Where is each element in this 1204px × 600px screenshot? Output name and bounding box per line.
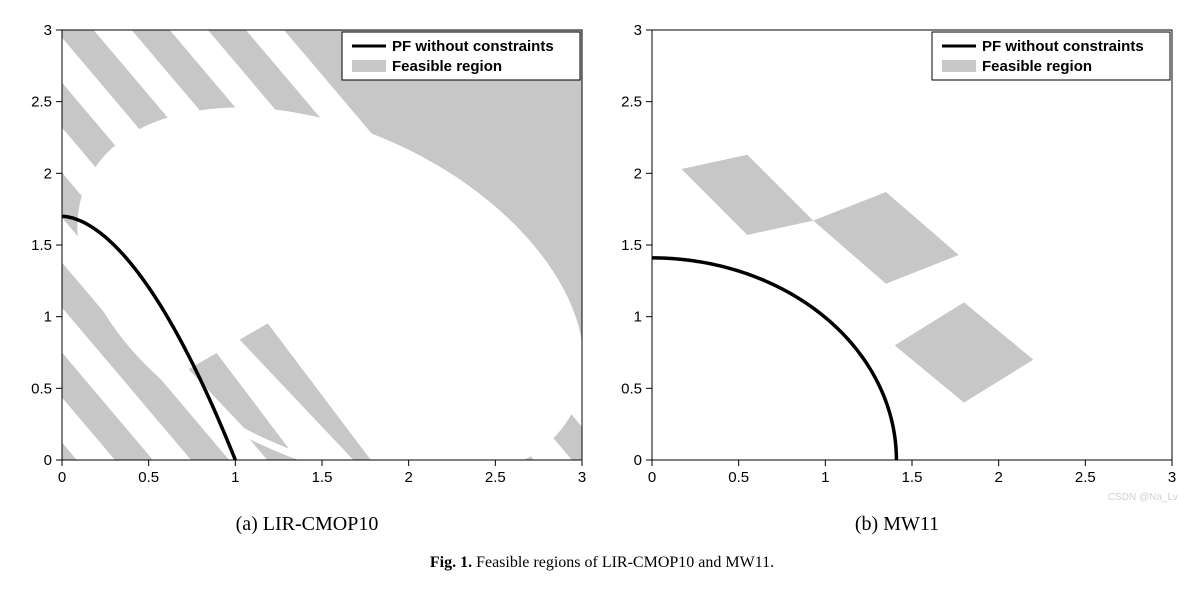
panel-b: 0 0.5 1 1.5 2 2.5 3 0 0.5 1 1.5 2 2.5 3 PF without con… (612, 20, 1182, 536)
panel-a-subcaption: (a) LIR-CMOP10 (236, 513, 379, 536)
svg-text:0.5: 0.5 (31, 380, 52, 397)
svg-text:2: 2 (404, 469, 412, 486)
svg-text:2.5: 2.5 (1075, 469, 1096, 486)
svg-text:1.5: 1.5 (621, 237, 642, 254)
svg-text:1: 1 (231, 469, 239, 486)
svg-text:3: 3 (578, 469, 586, 486)
panel-b-plot: 0 0.5 1 1.5 2 2.5 3 0 0.5 1 1.5 2 2.5 3 PF without con… (612, 20, 1182, 505)
svg-text:1.5: 1.5 (312, 469, 333, 486)
panel-b-subcaption: (b) MW11 (855, 513, 939, 536)
svg-text:Feasible region: Feasible region (392, 58, 502, 75)
svg-text:1: 1 (821, 469, 829, 486)
svg-text:1: 1 (44, 309, 52, 326)
panel-a-svg: 0 0.5 1 1.5 2 2.5 3 0 0.5 1 1.5 2 2.5 3 PF without con… (22, 20, 592, 500)
svg-text:0: 0 (634, 452, 642, 469)
panel-b-svg: 0 0.5 1 1.5 2 2.5 3 0 0.5 1 1.5 2 2.5 3 PF without con… (612, 20, 1182, 500)
svg-text:2.5: 2.5 (485, 469, 506, 486)
figure-1: 0 0.5 1 1.5 2 2.5 3 0 0.5 1 1.5 2 2.5 3 PF without con… (20, 20, 1184, 572)
figure-caption-rest: Feasible regions of LIR-CMOP10 and MW11. (472, 554, 774, 571)
svg-text:0.5: 0.5 (621, 380, 642, 397)
svg-text:0: 0 (44, 452, 52, 469)
figure-caption: Fig. 1. Feasible regions of LIR-CMOP10 a… (20, 554, 1184, 572)
svg-text:3: 3 (1168, 469, 1176, 486)
svg-text:3: 3 (634, 22, 642, 39)
svg-text:Feasible region: Feasible region (982, 58, 1092, 75)
watermark: CSDN @Na_Lv (1108, 492, 1178, 503)
svg-text:3: 3 (44, 22, 52, 39)
panel-a-plot: 0 0.5 1 1.5 2 2.5 3 0 0.5 1 1.5 2 2.5 3 PF without con… (22, 20, 592, 505)
svg-text:2.5: 2.5 (621, 94, 642, 111)
svg-text:PF without constraints: PF without constraints (982, 38, 1144, 55)
svg-text:1.5: 1.5 (902, 469, 923, 486)
svg-text:1: 1 (634, 309, 642, 326)
svg-text:0: 0 (58, 469, 66, 486)
figure-caption-bold: Fig. 1. (430, 554, 472, 571)
svg-text:0.5: 0.5 (728, 469, 749, 486)
svg-text:0: 0 (648, 469, 656, 486)
svg-text:2.5: 2.5 (31, 94, 52, 111)
svg-text:1.5: 1.5 (31, 237, 52, 254)
panel-a: 0 0.5 1 1.5 2 2.5 3 0 0.5 1 1.5 2 2.5 3 PF without con… (22, 20, 592, 536)
svg-text:PF without constraints: PF without constraints (392, 38, 554, 55)
svg-text:0.5: 0.5 (138, 469, 159, 486)
svg-text:2: 2 (44, 165, 52, 182)
svg-text:2: 2 (634, 165, 642, 182)
panels-row: 0 0.5 1 1.5 2 2.5 3 0 0.5 1 1.5 2 2.5 3 PF without con… (20, 20, 1184, 536)
svg-text:2: 2 (994, 469, 1002, 486)
